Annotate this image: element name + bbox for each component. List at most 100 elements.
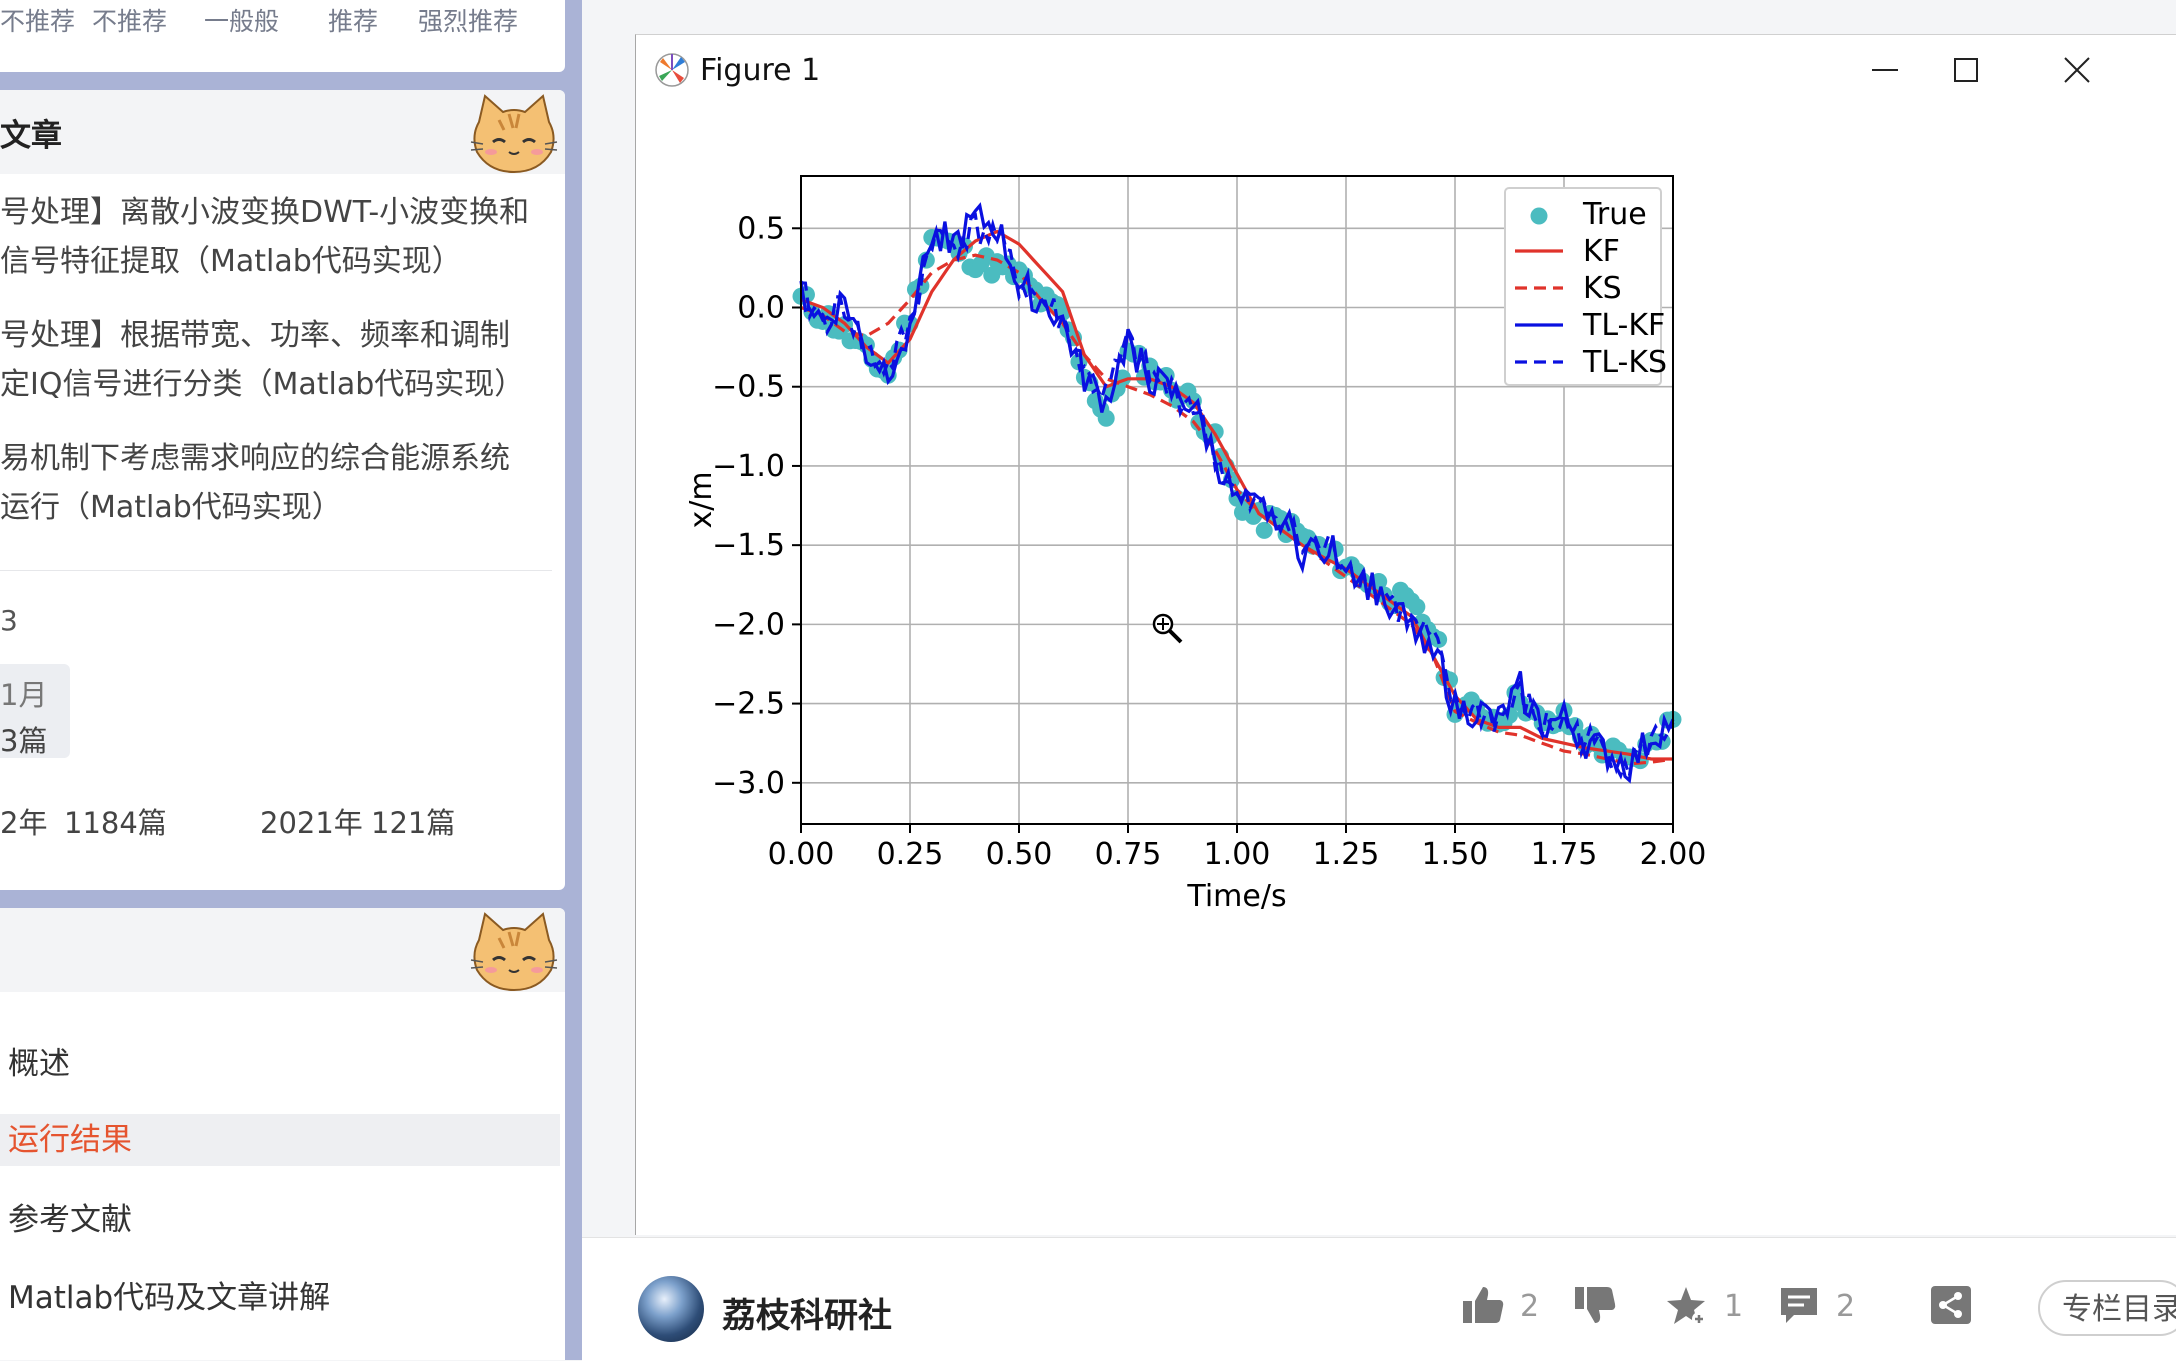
y-tick-label: −1.0 [712, 449, 785, 484]
x-tick-label: 0.75 [1095, 837, 1162, 872]
blog-sidebar: 不推荐 不推荐 一般般 推荐 强烈推荐 文章 号处理】离散小波变换DWT-小波变… [0, 0, 582, 1360]
rating-option[interactable]: 不推荐 [92, 7, 168, 36]
author-avatar[interactable] [638, 1276, 704, 1342]
window-title: Figure 1 [700, 53, 821, 88]
archive-years: 2年 1184篇 2021年 121篇 [0, 800, 560, 840]
x-tick-label: 0.50 [986, 837, 1053, 872]
series-line-tl-ks [800, 212, 1675, 780]
rating-option[interactable]: 不推荐 [0, 7, 76, 36]
minimize-icon [1872, 69, 1898, 71]
series-lines [799, 202, 1675, 784]
related-article-link[interactable]: 易机制下考虑需求响应的综合能源系统 运行（Matlab代码实现） [0, 382, 510, 532]
x-tick-label: 0.25 [877, 837, 944, 872]
x-axis-label: Time/s [1186, 879, 1286, 914]
true-point [1097, 409, 1115, 427]
comment-button[interactable]: 2 [1778, 1238, 1868, 1361]
close-button[interactable] [2050, 35, 2162, 105]
minimize-button[interactable] [1826, 35, 1938, 105]
legend-box [1504, 187, 1662, 386]
chip-month: 1月 [0, 678, 48, 712]
article-title-line: 运行（Matlab代码实现） [0, 490, 342, 525]
plot-area[interactable]: 0.00 0.25 0.50 0.75 1.00 1.25 1.50 1.75 2.00 0.5 0… [636, 105, 2176, 1235]
zoom-cursor-icon [1152, 613, 1183, 644]
legend-swatch [1530, 207, 1548, 225]
favorite-button[interactable]: 1 [1664, 1238, 1744, 1361]
like-button[interactable]: 2 [1462, 1238, 1542, 1361]
legend-label: TL-KF [1582, 308, 1665, 343]
article-title-line: 号处理】根据带宽、功率、频率和调制 [0, 318, 510, 353]
divider [0, 570, 552, 571]
rating-option[interactable]: 一般般 [204, 7, 280, 36]
rating-option[interactable]: 强烈推荐 [418, 7, 519, 36]
x-tick-label: 0.00 [768, 837, 835, 872]
star-icon [1667, 1287, 1706, 1326]
archive-year[interactable]: 2年 [0, 806, 48, 840]
legend-label: True [1582, 197, 1647, 232]
legend-label: TL-KS [1582, 345, 1667, 380]
series-line-kf [800, 229, 1673, 761]
panel-title: 文章 [0, 118, 62, 154]
thumbs-up-icon [1463, 1287, 1504, 1323]
y-tick-label: −3.0 [712, 766, 785, 801]
article-action-bar: 荔枝科研社 2 1 2 专栏目录 [582, 1237, 2176, 1361]
series-line-ks [800, 253, 1674, 766]
author-name[interactable]: 荔枝科研社 [722, 1296, 892, 1336]
line-chart[interactable]: 0.00 0.25 0.50 0.75 1.00 1.25 1.50 1.75 2.00 0.5 0… [636, 105, 2176, 1235]
toc-label: 参考文献 [8, 1202, 132, 1238]
archive-count[interactable]: 1184篇 [64, 806, 167, 840]
x-tick-label: 1.75 [1531, 837, 1598, 872]
favorite-count: 1 [1724, 1289, 1744, 1324]
related-articles-panel: 文章 号处理】离散小波变换DWT-小波变换和 信号特征提取（Matlab代码实现… [0, 90, 565, 890]
toc-item-code[interactable]: Matlab代码及文章讲解 [0, 1272, 560, 1324]
y-tick-label: −2.5 [712, 687, 785, 722]
figure-window: Figure 1 0.00 0.25 0.50 0.75 1.00 1.25 1.50 1.7… [635, 34, 2176, 1235]
cat-mascot-icon [470, 912, 558, 992]
cat-mascot-icon [470, 94, 558, 174]
matplotlib-icon [655, 53, 689, 87]
chip-count: 3篇 [0, 724, 48, 758]
toc-item-overview[interactable]: 概述 [0, 1038, 560, 1090]
archive-count[interactable]: 121篇 [371, 806, 456, 840]
legend-label: KS [1583, 271, 1622, 306]
maximize-icon [1954, 58, 1978, 82]
toc-label: 运行结果 [8, 1122, 132, 1158]
comment-icon [1781, 1288, 1817, 1323]
archive-month-chip[interactable]: 1月 3篇 [0, 664, 70, 758]
article-title-line: 信号特征提取（Matlab代码实现） [0, 244, 462, 279]
article-title-line: 易机制下考虑需求响应的综合能源系统 [0, 441, 510, 476]
toc-item-results[interactable]: 运行结果 [0, 1114, 560, 1166]
x-tick-label: 2.00 [1640, 837, 1707, 872]
y-axis-label: x/m [684, 471, 719, 528]
stat-value: 3 [0, 604, 18, 637]
toc-label: 概述 [8, 1046, 70, 1082]
related-article-link[interactable]: 号处理】离散小波变换DWT-小波变换和 信号特征提取（Matlab代码实现） [0, 136, 529, 286]
related-article-link[interactable]: 号处理】根据带宽、功率、频率和调制 定IQ信号进行分类（Matlab代码实现） [0, 259, 524, 409]
rating-option[interactable]: 推荐 [328, 7, 379, 36]
article-title-line: 号处理】离散小波变换DWT-小波变换和 [0, 195, 530, 230]
panel-header: 文章 [0, 90, 565, 174]
thumbs-down-icon [1575, 1287, 1616, 1323]
close-icon [2064, 57, 2090, 83]
x-tick-label: 1.00 [1204, 837, 1271, 872]
article-title-line: 定IQ信号进行分类（Matlab代码实现） [0, 367, 525, 402]
true-point [1408, 598, 1426, 616]
toc-panel: 概述 运行结果 参考文献 Matlab代码及文章讲解 [0, 908, 565, 1360]
x-tick-label: 1.25 [1313, 837, 1380, 872]
axis-ticks: 0.00 0.25 0.50 0.75 1.00 1.25 1.50 1.75 2.00 0.5 0… [712, 211, 1706, 872]
like-count: 2 [1520, 1289, 1540, 1324]
maximize-button[interactable] [1938, 35, 2050, 105]
archive-year[interactable]: 2021年 [260, 806, 363, 840]
column-directory-button[interactable]: 专栏目录 [2038, 1280, 2176, 1336]
dislike-button[interactable] [1574, 1238, 1622, 1361]
share-button[interactable] [1930, 1238, 1978, 1361]
y-tick-label: −1.5 [712, 528, 785, 563]
y-tick-label: −2.0 [712, 607, 785, 642]
panel-header [0, 908, 565, 992]
y-tick-label: 0.0 [737, 291, 785, 326]
toc-item-references[interactable]: 参考文献 [0, 1194, 560, 1246]
comment-count: 2 [1836, 1289, 1856, 1324]
toc-label: Matlab代码及文章讲解 [8, 1280, 331, 1316]
window-titlebar[interactable]: Figure 1 [636, 35, 2176, 105]
rating-panel: 不推荐 不推荐 一般般 推荐 强烈推荐 [0, 0, 565, 72]
